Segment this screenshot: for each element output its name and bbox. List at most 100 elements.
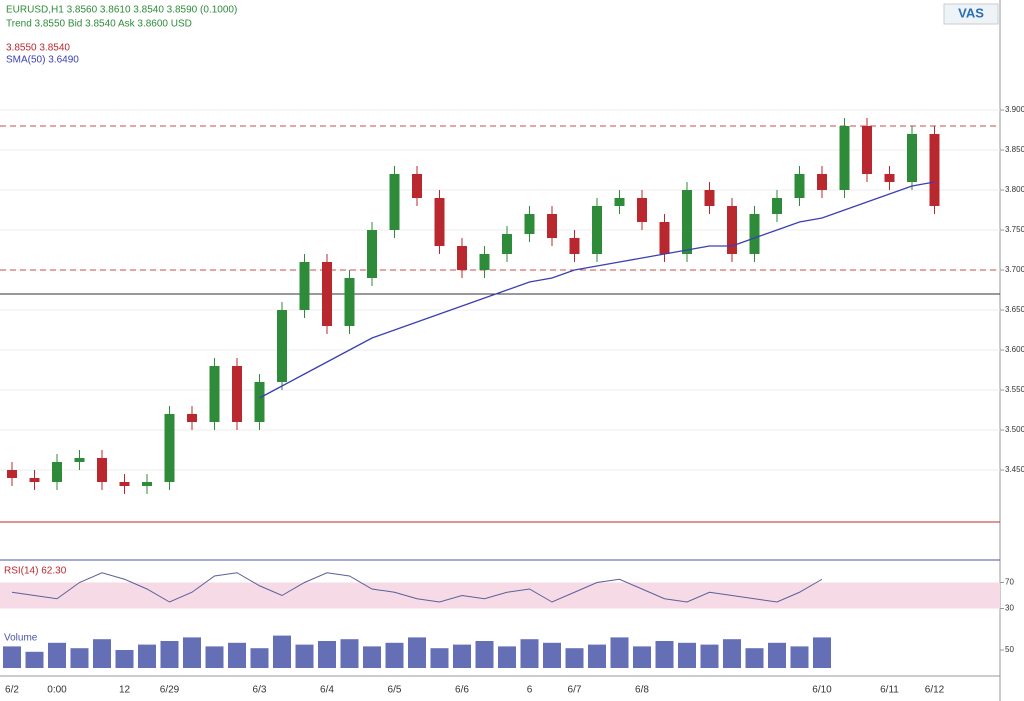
volume-bar xyxy=(228,642,246,668)
x-tick-label: 6/2 xyxy=(5,685,19,696)
volume-bar xyxy=(205,646,224,668)
candle-body xyxy=(727,206,737,254)
candle-body xyxy=(682,190,692,254)
x-tick-label: 6/11 xyxy=(880,685,899,696)
candle-body xyxy=(839,126,850,190)
volume-bar xyxy=(678,642,696,668)
volume-bar xyxy=(723,639,741,668)
x-tick-label: 0:00 xyxy=(47,685,67,696)
candle-body xyxy=(299,262,310,310)
y-tick-label: 3.750 xyxy=(1005,225,1024,234)
candle-body xyxy=(862,126,872,174)
x-tick-label: 6/6 xyxy=(455,685,469,696)
volume-bar xyxy=(340,639,359,668)
candle-body xyxy=(704,190,715,206)
x-tick-label: 6/4 xyxy=(320,685,334,696)
volume-bar xyxy=(813,637,831,668)
volume-bar xyxy=(138,644,156,668)
candle-body xyxy=(277,310,287,382)
volume-bar xyxy=(183,637,201,668)
y-tick-label: 3.500 xyxy=(1005,425,1024,434)
y-tick-label: 3.700 xyxy=(1005,265,1024,274)
volume-bar xyxy=(93,639,111,668)
x-tick-label: 6/10 xyxy=(812,685,832,696)
logo: VAS xyxy=(958,5,984,20)
candle-body xyxy=(187,414,197,422)
candle-body xyxy=(884,174,895,182)
volume-bar xyxy=(475,641,494,668)
x-tick-label: 6/5 xyxy=(388,685,402,696)
y-tick-label: 50 xyxy=(1005,645,1014,654)
volume-bar xyxy=(790,646,809,668)
legend-line: Trend 3.8550 Bid 3.8540 Ask 3.8600 USD xyxy=(6,19,192,30)
y-tick-label: 30 xyxy=(1005,604,1014,613)
ma-line xyxy=(259,181,935,399)
candle-body xyxy=(592,206,602,254)
volume-bar xyxy=(25,651,44,668)
volume-bar xyxy=(610,637,629,668)
candle-body xyxy=(659,222,670,254)
band xyxy=(0,582,1000,609)
y-tick-label: 3.550 xyxy=(1005,385,1024,394)
legend-line: EURUSD,H1 3.8560 3.8610 3.8540 3.8590 (0… xyxy=(6,5,237,16)
volume-bar xyxy=(520,639,539,668)
volume-bar xyxy=(318,641,336,668)
y-tick-label: 3.850 xyxy=(1005,145,1024,154)
candle-body xyxy=(164,414,175,482)
legend-entry: SMA(50) 3.6490 xyxy=(6,55,79,66)
volume-bar xyxy=(498,646,516,668)
candle-body xyxy=(29,478,40,482)
candle-body xyxy=(322,262,332,326)
volume-bar xyxy=(3,646,21,668)
volume-bar xyxy=(565,648,584,668)
candle-body xyxy=(817,174,827,190)
candle-body xyxy=(52,462,62,482)
candle-body xyxy=(434,198,445,246)
candle-body xyxy=(929,134,940,206)
candle-body xyxy=(254,382,265,422)
y-tick-label: 3.650 xyxy=(1005,305,1024,314)
indicator-line xyxy=(11,572,823,603)
x-tick-label: 6/8 xyxy=(635,685,649,696)
candle-body xyxy=(457,246,467,270)
panel-title: Volume xyxy=(4,633,38,644)
volume-bar xyxy=(588,644,606,668)
candle-body xyxy=(479,254,490,270)
candle-body xyxy=(772,198,782,214)
volume-bar xyxy=(70,648,89,668)
volume-bar xyxy=(633,646,651,668)
candle-body xyxy=(7,470,17,478)
y-tick-label: 3.450 xyxy=(1005,465,1024,474)
candle-body xyxy=(367,230,377,278)
y-tick-label: 3.800 xyxy=(1005,185,1024,194)
volume-bar xyxy=(768,642,786,668)
candle-body xyxy=(209,366,220,422)
candle-body xyxy=(547,214,557,238)
volume-bar xyxy=(453,644,471,668)
candle-body xyxy=(344,278,355,326)
candle-body xyxy=(97,458,107,482)
x-tick-label: 6/3 xyxy=(253,685,267,696)
candle-body xyxy=(614,198,625,206)
volume-bar xyxy=(160,641,179,668)
candle-body xyxy=(637,198,647,222)
candle-body xyxy=(119,482,130,486)
y-tick-label: 70 xyxy=(1005,578,1014,587)
volume-bar xyxy=(430,648,449,668)
x-tick-label: 6/12 xyxy=(925,685,945,696)
candle-body xyxy=(502,234,512,254)
panel-title: RSI(14) 62.30 xyxy=(4,566,67,577)
volume-bar xyxy=(385,642,404,668)
candle-body xyxy=(524,214,535,234)
candle-body xyxy=(412,174,422,198)
candle-body xyxy=(569,238,580,254)
volume-bar xyxy=(295,644,314,668)
volume-bar xyxy=(48,642,66,668)
candle-body xyxy=(907,134,917,182)
y-tick-label: 3.600 xyxy=(1005,345,1024,354)
volume-bar xyxy=(700,644,719,668)
candle-body xyxy=(74,458,85,462)
volume-bar xyxy=(273,635,291,668)
volume-bar xyxy=(363,646,381,668)
